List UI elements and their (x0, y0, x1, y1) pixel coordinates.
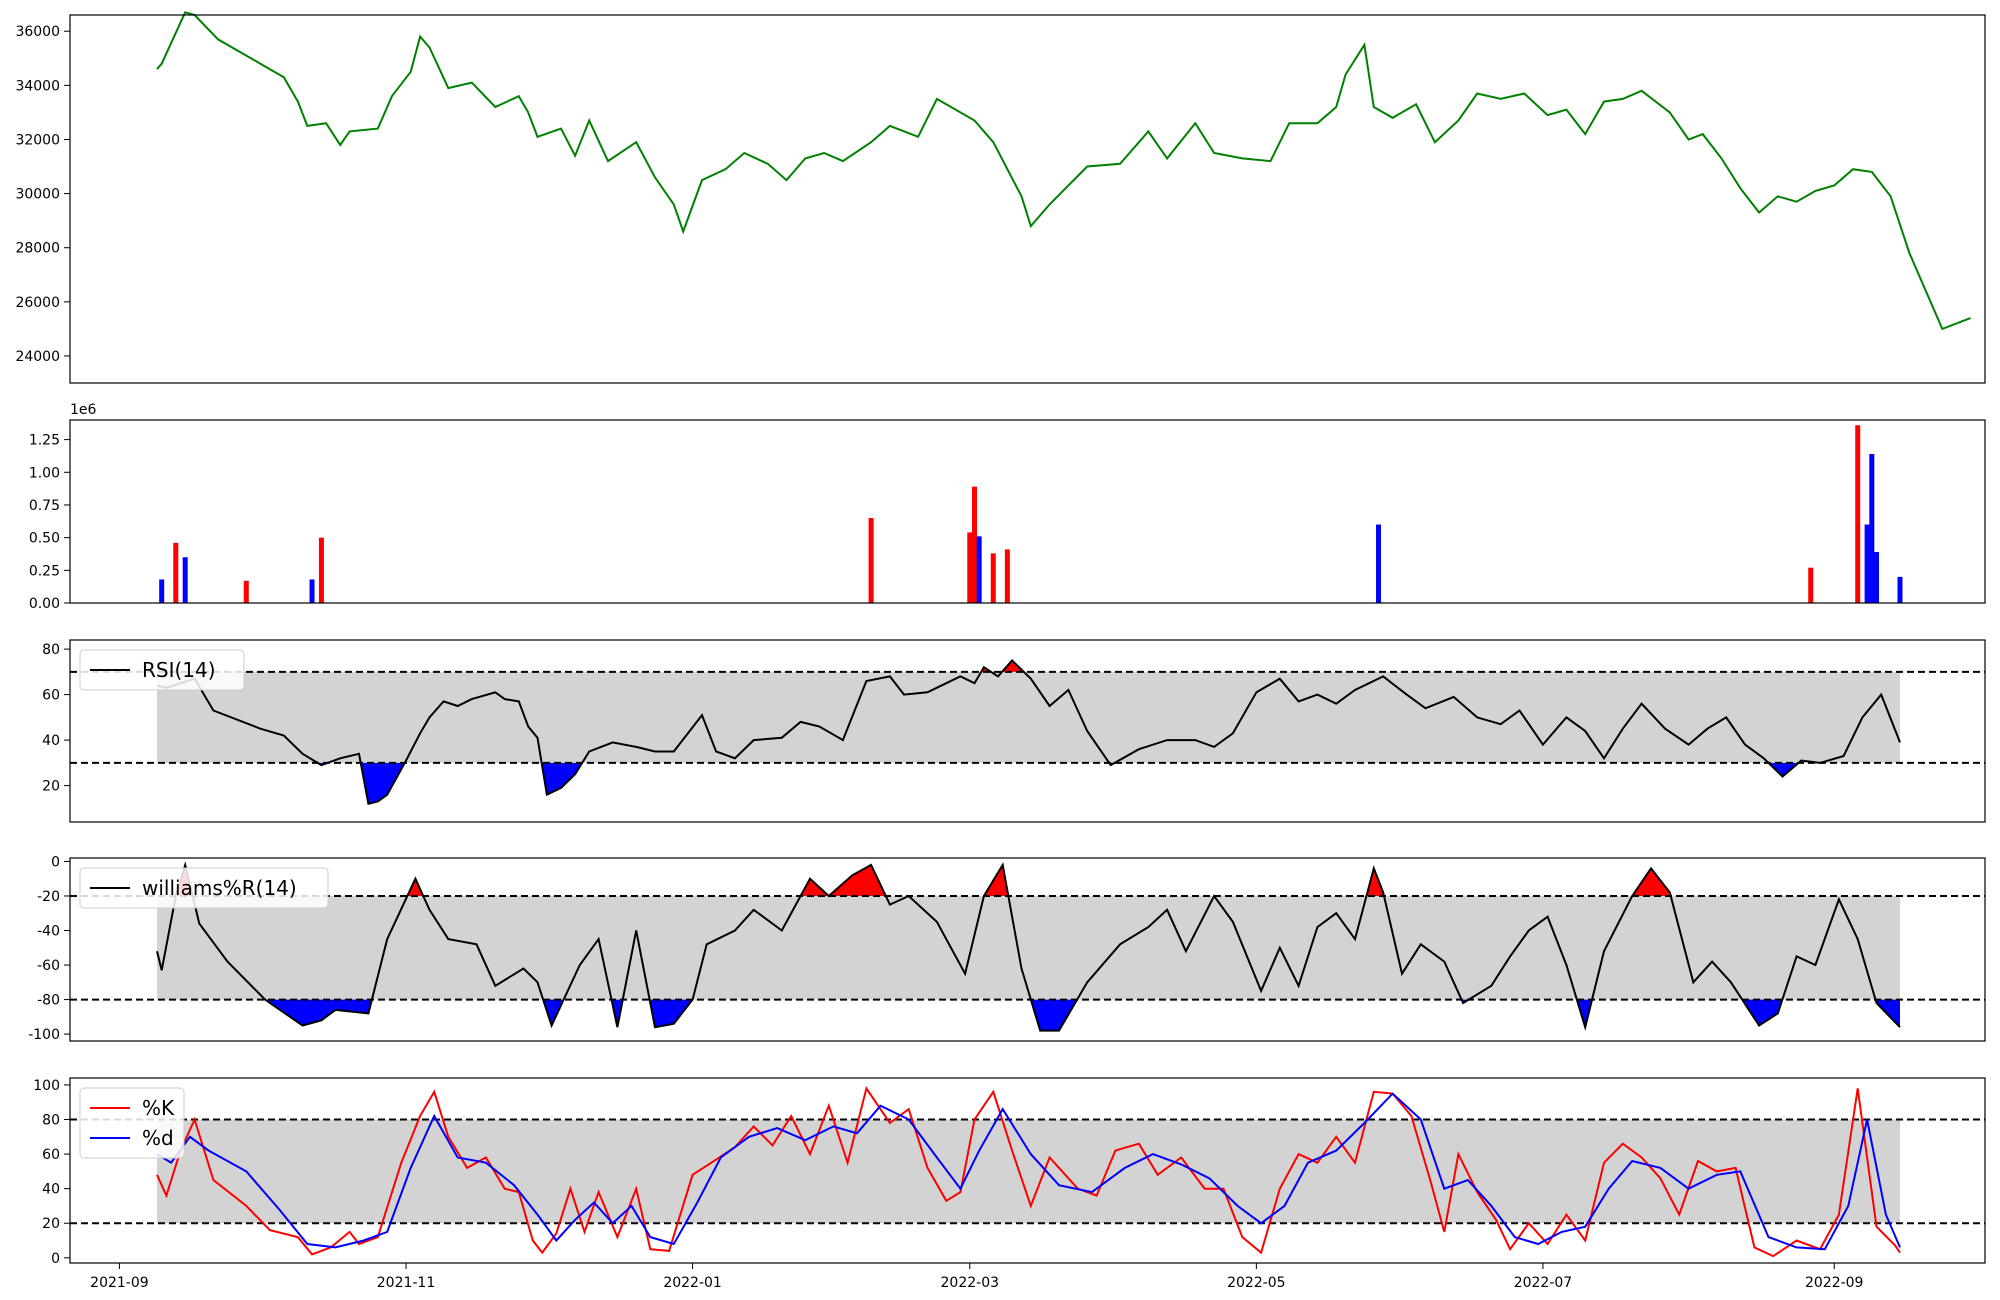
series-line-2 (156, 659, 1901, 806)
panel-4-legend (79, 1087, 185, 1159)
x-tick-label: 2021-11 (377, 1275, 436, 1291)
y-tick-label: 60 (42, 1147, 60, 1163)
volume-bar (243, 580, 249, 603)
volume-bar (1864, 524, 1870, 603)
y-tick-label: 34000 (15, 78, 60, 94)
x-tick-label: 2022-01 (663, 1275, 722, 1291)
panel-0-frame (69, 14, 1986, 384)
y-tick-label: 26000 (15, 295, 60, 311)
panel-3-frame (69, 857, 1986, 1042)
panel-2-legend (79, 649, 245, 691)
volume-bar (1376, 524, 1382, 603)
volume-bar (990, 553, 996, 603)
y-tick-label: -20 (37, 889, 60, 905)
panel-4-frame (69, 1077, 1986, 1264)
volume-bar (967, 532, 973, 603)
volume-offset-label: 1e6 (70, 402, 97, 418)
volume-bar (971, 486, 977, 603)
y-tick-label: -100 (28, 1027, 60, 1043)
panel-3-band (157, 895, 1900, 1000)
y-tick-label: 80 (42, 1112, 60, 1128)
volume-bar (318, 537, 324, 603)
y-tick-label: 0 (51, 854, 60, 870)
x-tick-label: 2022-03 (941, 1275, 1000, 1291)
volume-bar (309, 579, 315, 603)
y-tick-label: 28000 (15, 241, 60, 257)
x-tick-label: 2021-09 (90, 1275, 149, 1291)
panel-4-band (157, 1119, 1900, 1224)
legend-label: williams%R(14) (142, 876, 297, 900)
panel-2-frame (69, 639, 1986, 823)
y-tick-label: 40 (42, 1182, 60, 1198)
y-tick-label: 30000 (15, 187, 60, 203)
x-tick-label: 2022-07 (1514, 1275, 1573, 1291)
x-tick-label: 2022-09 (1805, 1275, 1864, 1291)
volume-bar (976, 536, 982, 603)
volume-bar (1004, 549, 1010, 603)
series-line-3 (156, 861, 1901, 1032)
volume-bar (1874, 552, 1880, 603)
oversold-fill (265, 999, 1901, 1031)
price-line (156, 11, 1971, 331)
y-tick-label: 0.50 (29, 531, 60, 547)
overbought-fill (175, 864, 1671, 896)
panel-2-band (157, 671, 1900, 763)
y-tick-label: 100 (33, 1078, 60, 1094)
y-tick-label: -80 (37, 993, 60, 1009)
y-tick-label: 0 (51, 1251, 60, 1267)
volume-bar (1869, 453, 1875, 603)
y-tick-label: 0.25 (29, 563, 60, 579)
volume-bar (1897, 576, 1903, 603)
panel-1-frame (69, 419, 1986, 604)
volume-bar (1855, 425, 1861, 603)
y-tick-label: 32000 (15, 132, 60, 148)
overbought-fill (981, 660, 1024, 672)
x-tick-label: 2022-05 (1227, 1275, 1286, 1291)
y-tick-label: 0.00 (29, 596, 60, 612)
oversold-fill (317, 762, 1799, 804)
y-tick-label: 36000 (15, 24, 60, 40)
y-tick-label: -40 (37, 924, 60, 940)
volume-bar (182, 557, 188, 603)
legend-label: RSI(14) (142, 658, 216, 682)
y-tick-label: 20 (42, 779, 60, 795)
volume-bar (173, 542, 179, 603)
y-tick-label: 1.25 (29, 433, 60, 449)
y-tick-label: 60 (42, 688, 60, 704)
y-tick-label: 40 (42, 733, 60, 749)
series-line-4 (156, 1085, 1901, 1258)
y-tick-label: -60 (37, 958, 60, 974)
series-line-4 (156, 1092, 1901, 1251)
volume-bar (1808, 567, 1814, 603)
panel-3-legend (79, 867, 329, 909)
volume-bar (159, 579, 165, 603)
y-tick-label: 20 (42, 1216, 60, 1232)
y-tick-label: 24000 (15, 349, 60, 365)
y-tick-label: 1.00 (29, 465, 60, 481)
y-tick-label: 80 (42, 642, 60, 658)
legend-label: %d (142, 1126, 174, 1150)
legend-label: %K (142, 1096, 175, 1120)
y-tick-label: 0.75 (29, 498, 60, 514)
volume-bar (868, 518, 874, 603)
